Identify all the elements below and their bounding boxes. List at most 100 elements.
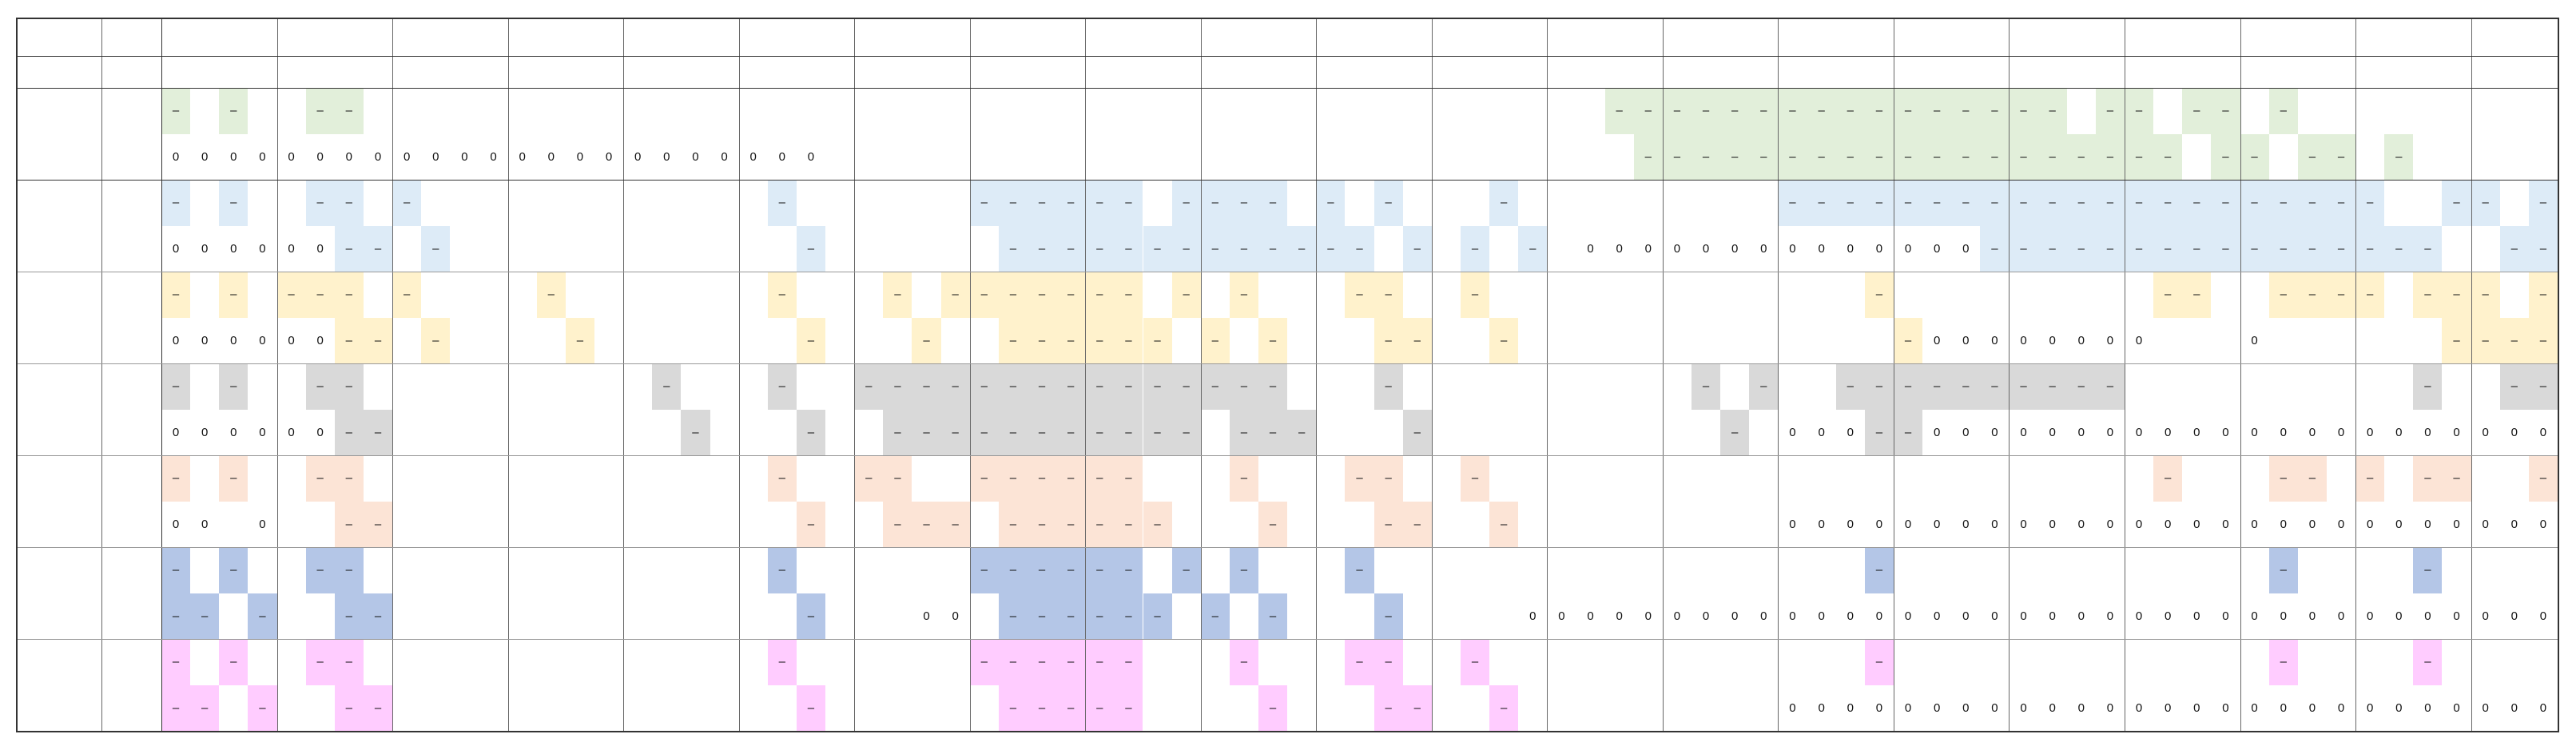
grid-line <box>18 88 2558 89</box>
mark-cell: – <box>1633 88 1663 134</box>
mark-cell: – <box>2326 272 2356 318</box>
year-header <box>1894 19 2010 56</box>
quarter-header <box>1374 56 1403 88</box>
zero-cell: 0 <box>2077 425 2085 439</box>
quarter-header <box>1691 56 1720 88</box>
quarter-header <box>1518 56 1547 88</box>
mark-cell: – <box>1922 180 1952 226</box>
mark-cell: – <box>161 363 191 410</box>
mark-cell: – <box>2471 317 2500 363</box>
quarter-header <box>2153 56 2182 88</box>
mark-cell: – <box>2297 225 2327 272</box>
mark-cell: – <box>2182 225 2212 272</box>
quarter-header <box>537 56 566 88</box>
mark-cell: – <box>2471 272 2500 318</box>
mark-cell: – <box>2268 180 2298 226</box>
mark-cell: – <box>1864 272 1894 318</box>
mark-cell: – <box>305 272 335 318</box>
mark-cell: – <box>2153 225 2183 272</box>
quarter-header <box>566 56 594 88</box>
zero-cell: 0 <box>2135 333 2143 347</box>
mark-cell: – <box>681 409 710 455</box>
mark-cell: – <box>2355 225 2385 272</box>
year-header <box>508 19 624 56</box>
mark-cell: – <box>767 272 797 318</box>
metric-label-w1 <box>101 547 161 593</box>
mark-cell: – <box>2268 272 2298 318</box>
group-label <box>18 88 101 180</box>
mark-cell: – <box>334 501 364 547</box>
mark-cell: – <box>2153 272 2183 318</box>
zero-cell: 0 <box>1904 609 1912 623</box>
grid-line <box>18 363 2558 364</box>
mark-cell: – <box>1749 363 1779 410</box>
mark-cell: – <box>1518 225 1548 272</box>
mark-cell: – <box>1316 225 1346 272</box>
mark-cell: – <box>767 455 797 502</box>
quarter-header <box>1114 56 1143 88</box>
quarter-header <box>479 56 507 88</box>
zero-cell: 0 <box>1558 609 1565 623</box>
group-label <box>18 639 101 731</box>
mark-cell: – <box>1056 685 1086 731</box>
mark-cell: – <box>1835 133 1865 180</box>
mark-cell: – <box>1114 363 1143 410</box>
zero-cell: 0 <box>2453 425 2460 439</box>
mark-cell: – <box>334 455 364 502</box>
mark-cell: – <box>363 317 393 363</box>
quarter-header <box>1287 56 1316 88</box>
quarter-header <box>2355 56 2384 88</box>
mark-cell: – <box>334 180 364 226</box>
mark-cell: – <box>363 225 393 272</box>
year-header <box>2240 19 2356 56</box>
zero-cell: 0 <box>288 149 295 164</box>
zero-cell: 0 <box>519 149 526 164</box>
zero-cell: 0 <box>1991 425 1998 439</box>
group-label <box>18 547 101 639</box>
mark-cell: – <box>248 593 277 639</box>
mark-cell: – <box>1345 639 1374 685</box>
mark-cell: – <box>2037 225 2067 272</box>
mark-cell: – <box>1662 88 1692 134</box>
metric-label-delta1 <box>101 685 161 732</box>
mark-cell: – <box>1402 685 1432 731</box>
zero-cell: 0 <box>1789 517 1796 531</box>
mark-cell: – <box>219 455 248 502</box>
zero-cell: 0 <box>1991 700 1998 715</box>
zero-cell: 0 <box>2106 425 2114 439</box>
mark-cell: – <box>2095 180 2125 226</box>
mark-cell: – <box>1258 685 1288 731</box>
mark-cell: – <box>1056 180 1086 226</box>
zero-cell: 0 <box>2510 700 2518 715</box>
mark-cell: – <box>998 180 1028 226</box>
mark-cell: – <box>1258 317 1288 363</box>
mark-cell: – <box>2095 88 2125 134</box>
mark-cell: – <box>161 639 191 685</box>
mark-cell: – <box>305 88 335 134</box>
mark-cell: – <box>219 180 248 226</box>
mark-cell: – <box>1114 180 1143 226</box>
mark-cell: – <box>1662 133 1692 180</box>
grid-line <box>854 19 856 731</box>
mark-cell: – <box>1171 363 1201 410</box>
mark-cell: – <box>1691 363 1721 410</box>
mark-cell: – <box>2009 363 2038 410</box>
mark-cell: – <box>2355 272 2385 318</box>
mark-cell: – <box>334 88 364 134</box>
mark-cell: – <box>219 88 248 134</box>
mark-cell: – <box>2297 455 2327 502</box>
metric-label-w1 <box>101 639 161 685</box>
mark-cell: – <box>1027 547 1057 593</box>
zero-cell: 0 <box>1962 609 1970 623</box>
zero-cell: 0 <box>172 241 180 256</box>
quarter-header <box>2096 56 2125 88</box>
mark-cell: – <box>1056 225 1086 272</box>
zero-cell: 0 <box>2106 333 2114 347</box>
mark-cell: – <box>796 593 826 639</box>
zero-cell: 0 <box>1644 609 1652 623</box>
mark-cell: – <box>969 547 999 593</box>
zero-cell: 0 <box>1818 425 1825 439</box>
mark-cell: – <box>1143 363 1172 410</box>
mark-cell: – <box>1229 363 1259 410</box>
mark-cell: – <box>940 363 970 410</box>
